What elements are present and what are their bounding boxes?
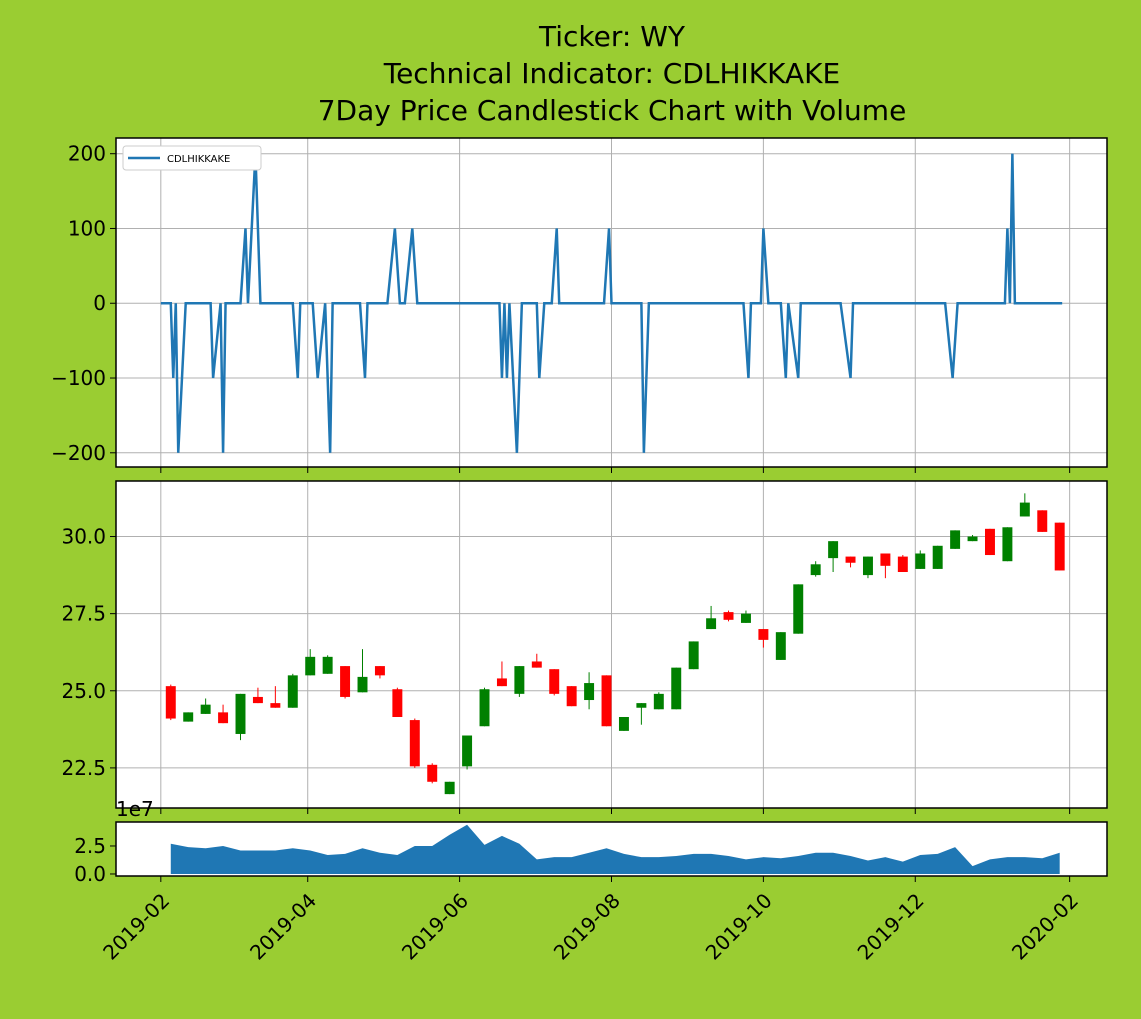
candle-body (636, 703, 647, 708)
legend-label: CDLHIKKAKE (167, 154, 230, 165)
candle-body (758, 629, 769, 640)
candle-body (392, 689, 403, 717)
y-tick-label: 30.0 (61, 525, 106, 549)
candle-body (165, 686, 176, 719)
legend-frame (122, 145, 262, 171)
x-tick-label: 2019-02 (98, 888, 174, 964)
candle-body (862, 556, 873, 576)
x-tick-label: 2019-08 (549, 888, 625, 964)
candle-body (723, 612, 734, 620)
y-tick-label: 2.5 (74, 834, 106, 858)
title-line: Ticker: WY (538, 20, 686, 53)
candle-body (357, 676, 368, 693)
candle-body (427, 764, 438, 782)
y-tick-label: −100 (51, 366, 106, 390)
candle-body (444, 781, 455, 795)
candle-body (183, 712, 194, 722)
y-tick-label: 0 (93, 291, 106, 315)
x-tick-label: 2019-04 (245, 888, 321, 964)
plot-frame (115, 821, 1108, 877)
y-tick-label: −200 (51, 441, 106, 465)
y-tick-label: 100 (68, 216, 106, 240)
candle-body (740, 613, 751, 623)
candle-body (584, 683, 595, 701)
candle-body (496, 678, 507, 687)
y-tick-label: 0.0 (74, 862, 106, 886)
candle-body (1037, 510, 1048, 532)
indicator-line (160, 153, 1063, 453)
candle-body (950, 530, 961, 549)
y-tick-label: 200 (68, 142, 106, 166)
candle-body (322, 656, 333, 674)
plot-frame (115, 137, 1108, 468)
x-tick-label: 2020-02 (1007, 888, 1083, 964)
candle-body (653, 693, 664, 710)
volume-area (170, 824, 1060, 874)
candle-body (566, 686, 577, 707)
candle-body (1019, 502, 1030, 517)
candle-body (1054, 522, 1065, 571)
candle-body (601, 675, 612, 727)
candle-body (618, 716, 629, 731)
plot-frame (115, 480, 1108, 809)
y-tick-label: 27.5 (61, 602, 106, 626)
x-tick-label: 2019-10 (701, 888, 777, 964)
y-tick-label: 22.5 (61, 756, 106, 780)
offset-text: 1e7 (116, 797, 154, 821)
candle-body (514, 666, 525, 694)
x-tick-label: 2019-12 (853, 888, 929, 964)
candle-body (671, 667, 682, 710)
candle-body (688, 641, 699, 670)
candle-body (897, 556, 908, 573)
candle-body (845, 556, 856, 563)
candle-body (270, 703, 281, 708)
candle-body (479, 689, 490, 727)
candle-body (549, 669, 560, 694)
candle-body (706, 618, 717, 630)
candle-body (984, 528, 995, 556)
candle-body (287, 675, 298, 708)
candle-body (340, 666, 351, 697)
candle-body (967, 536, 978, 542)
title-line: Technical Indicator: CDLHIKKAKE (383, 57, 841, 90)
legend: CDLHIKKAKE (122, 145, 262, 171)
candle-body (775, 632, 786, 660)
candle-body (235, 693, 246, 734)
candle-body (1002, 527, 1013, 562)
y-tick-label: 25.0 (61, 679, 106, 703)
candle-body (915, 553, 926, 569)
candle-body (200, 704, 211, 714)
candle-body (932, 545, 943, 569)
title-line: 7Day Price Candlestick Chart with Volume (318, 94, 907, 127)
candle-body (374, 666, 385, 676)
candle-body (305, 656, 316, 676)
x-tick-label: 2019-06 (397, 888, 473, 964)
candle-body (218, 712, 229, 724)
candle-body (828, 541, 839, 559)
candle-body (531, 661, 542, 668)
candle-body (793, 584, 804, 634)
candle-body (880, 553, 891, 566)
candle-body (409, 720, 420, 767)
candle-body (462, 735, 473, 767)
candle-body (810, 564, 821, 576)
candle-body (252, 696, 263, 704)
